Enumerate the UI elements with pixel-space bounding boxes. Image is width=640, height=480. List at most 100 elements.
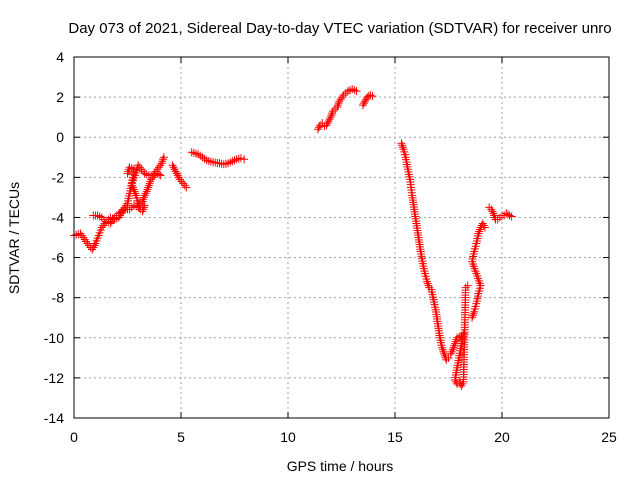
data-point <box>487 205 496 214</box>
data-point <box>168 161 177 170</box>
y-tick-label: 4 <box>56 49 64 65</box>
y-tick-label: -12 <box>44 370 64 386</box>
data-point <box>77 231 86 240</box>
data-point <box>83 239 92 248</box>
y-tick-label: -4 <box>52 209 65 225</box>
data-point <box>138 197 147 206</box>
data-point <box>461 283 470 292</box>
data-point <box>145 179 154 188</box>
data-point <box>451 337 460 346</box>
data-point <box>147 175 156 184</box>
data-point <box>170 165 179 174</box>
data-point <box>134 161 143 170</box>
data-point <box>450 375 459 384</box>
tick-labels: 0 5 10 15 20 25 -14 -12 -10 -8 -6 -4 -2 0 2 4 <box>44 49 617 445</box>
data-point <box>76 229 85 238</box>
data-point <box>468 311 477 320</box>
data-point <box>146 177 155 186</box>
data-point <box>122 201 131 210</box>
data-point <box>139 195 148 204</box>
data-point <box>138 207 147 216</box>
data-point <box>361 97 370 106</box>
y-tick-label: 2 <box>56 89 64 105</box>
data-point <box>97 213 106 222</box>
data-point <box>438 345 447 354</box>
data-points <box>70 85 516 390</box>
data-point <box>450 341 459 350</box>
data-point <box>110 213 119 222</box>
data-point <box>234 154 243 163</box>
data-point <box>125 205 134 214</box>
data-point <box>174 173 183 182</box>
data-point <box>423 279 432 288</box>
data-point <box>196 151 205 160</box>
data-point <box>457 381 466 390</box>
data-point <box>363 93 372 102</box>
data-point <box>117 208 126 217</box>
data-point <box>140 201 149 210</box>
data-point <box>155 170 164 179</box>
data-point <box>328 109 337 118</box>
data-point <box>236 154 245 163</box>
data-point <box>143 185 152 194</box>
data-point <box>157 159 166 168</box>
data-point <box>447 347 456 356</box>
data-point <box>444 353 453 362</box>
data-point <box>507 212 516 221</box>
data-point <box>134 199 143 208</box>
data-point <box>74 230 83 239</box>
y-tick-label: -10 <box>44 330 64 346</box>
data-point <box>215 159 224 168</box>
data-point <box>154 163 163 172</box>
data-point <box>490 211 499 220</box>
data-point <box>139 205 148 214</box>
data-point <box>140 191 149 200</box>
data-point <box>475 227 484 236</box>
data-point <box>326 113 335 122</box>
data-point <box>228 157 237 166</box>
data-point <box>488 207 497 216</box>
data-point <box>315 123 324 132</box>
data-point <box>89 243 98 252</box>
data-point <box>495 213 504 222</box>
data-point <box>189 148 198 157</box>
data-point <box>114 209 123 218</box>
data-point <box>127 164 136 173</box>
data-point <box>325 115 334 124</box>
data-point <box>198 153 207 162</box>
data-point <box>129 185 138 194</box>
x-axis-label: GPS time / hours <box>287 458 394 474</box>
data-point <box>187 148 196 157</box>
data-point <box>339 91 348 100</box>
data-point <box>79 233 88 242</box>
plot-frame <box>73 56 610 419</box>
y-tick-label: -8 <box>52 290 65 306</box>
data-point <box>180 181 189 190</box>
data-point <box>336 95 345 104</box>
data-point <box>458 379 467 388</box>
data-point <box>82 237 91 246</box>
data-point <box>179 179 188 188</box>
data-point <box>156 161 165 170</box>
y-tick-label: -14 <box>44 410 64 426</box>
data-point <box>194 150 203 159</box>
data-point <box>324 117 333 126</box>
data-point <box>439 347 448 356</box>
data-point <box>204 156 213 165</box>
data-point <box>80 235 89 244</box>
data-point <box>328 107 337 116</box>
x-tick-label: 15 <box>387 429 403 445</box>
chart-title: Day 073 of 2021, Sidereal Day-to-day VTE… <box>68 20 611 37</box>
data-point <box>398 143 407 152</box>
data-point <box>156 171 165 180</box>
y-axis-label: SDTVAR / TECUs <box>6 182 22 294</box>
data-point <box>440 351 449 360</box>
data-point <box>142 170 151 179</box>
data-point <box>99 221 108 230</box>
data-point <box>368 92 377 101</box>
data-point <box>141 189 150 198</box>
data-point <box>480 223 489 232</box>
data-point <box>107 217 116 226</box>
data-point <box>177 177 186 186</box>
data-point <box>119 206 128 215</box>
